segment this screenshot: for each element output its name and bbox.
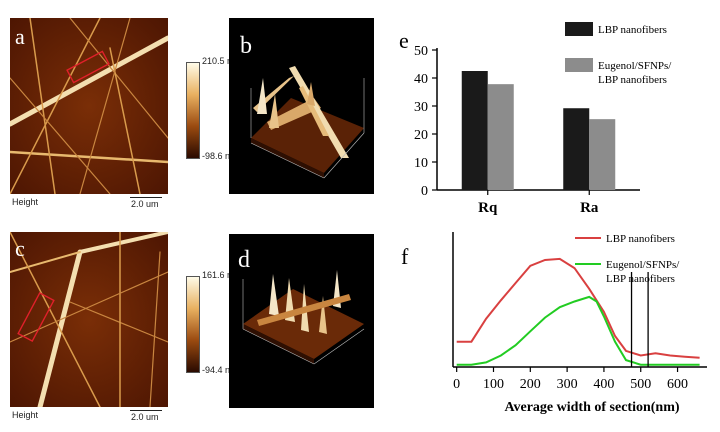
category-label: Ra [580,200,599,215]
y-tick-label: 20 [414,128,428,143]
series-line-1 [456,257,700,359]
x-tick-label: 0 [453,377,460,392]
panel-label-b: b [240,33,252,59]
afm-image-c-graphic [10,232,168,407]
legend-swatch-1 [565,22,593,36]
y-tick-label: 10 [414,156,428,171]
afm-image-c [10,232,168,407]
colorbar-a-min: -98.6 nm [202,151,238,161]
x-tick-label: 600 [667,377,688,392]
legend-swatch-2 [565,58,593,72]
colorbar-a [186,62,200,159]
legend-label-2: LBP nanofibers [606,273,675,285]
channel-label-c: Height [12,410,39,420]
line-chart-f-svg: f 0 100 200 300 400 500 600 Average width of sec… [401,232,707,415]
bar-chart-e: e 0 10 20 30 40 50 Rq Ra LBP nanofibers Eugenol/SF… [395,10,715,216]
x-tick-label: 400 [593,377,614,392]
legend-label-1: LBP nanofibers [598,24,667,36]
channel-label-a: Height [12,197,39,207]
afm-3d-view-d [229,234,374,408]
afm-3d-b-graphic [250,66,365,179]
panel-label-a: a [15,24,25,49]
x-axis-label: Average width of section(nm) [504,400,679,415]
bar-ra-series-2 [589,119,616,190]
colorbar-c [186,276,200,373]
y-tick-label: 40 [414,72,428,87]
colorbar-c-max: 161.6 nm [202,270,240,280]
colorbar-a-max: 210.5 nm [202,56,240,66]
x-tick-label: 300 [557,377,578,392]
bar-rq-series-2 [487,84,514,190]
panel-label-c: c [15,236,25,261]
panel-label-d: d [238,247,250,273]
scale-bar-c [130,410,162,411]
legend-label-2: Eugenol/SFNPs/ [598,60,672,72]
bar-chart-e-svg: e 0 10 20 30 40 50 Rq Ra LBP nanofibers Eugenol/SF… [399,22,672,216]
legend-label-2: LBP nanofibers [598,74,667,86]
line-chart-f: f 0 100 200 300 400 500 600 Average width of sec… [395,222,715,427]
panel-label-e: e [399,28,409,53]
y-tick-label: 30 [414,100,428,115]
x-tick-label: 100 [483,377,504,392]
selection-box-a [66,50,110,84]
afm-image-a [10,18,168,194]
bar-ra-series-1 [563,108,590,190]
x-tick-label: 500 [630,377,651,392]
bar-rq-series-1 [461,71,488,190]
afm-image-a-graphic [10,18,168,194]
afm-3d-d-graphic [242,270,365,365]
legend-label-2: Eugenol/SFNPs/ [606,259,680,271]
category-label: Rq [478,200,498,215]
x-tick-label: 200 [520,377,541,392]
colorbar-c-min: -94.4 nm [202,365,238,375]
panel-label-f: f [401,244,409,269]
y-tick-label: 50 [414,44,428,59]
scale-bar-a [130,197,162,198]
series-line-2 [456,295,700,366]
scale-label-c: 2.0 um [131,412,159,422]
legend-label-1: LBP nanofibers [606,233,675,245]
afm-3d-view-b [229,18,374,194]
scale-label-a: 2.0 um [131,199,159,209]
selection-box-c [17,291,55,343]
y-tick-label: 0 [421,184,428,199]
